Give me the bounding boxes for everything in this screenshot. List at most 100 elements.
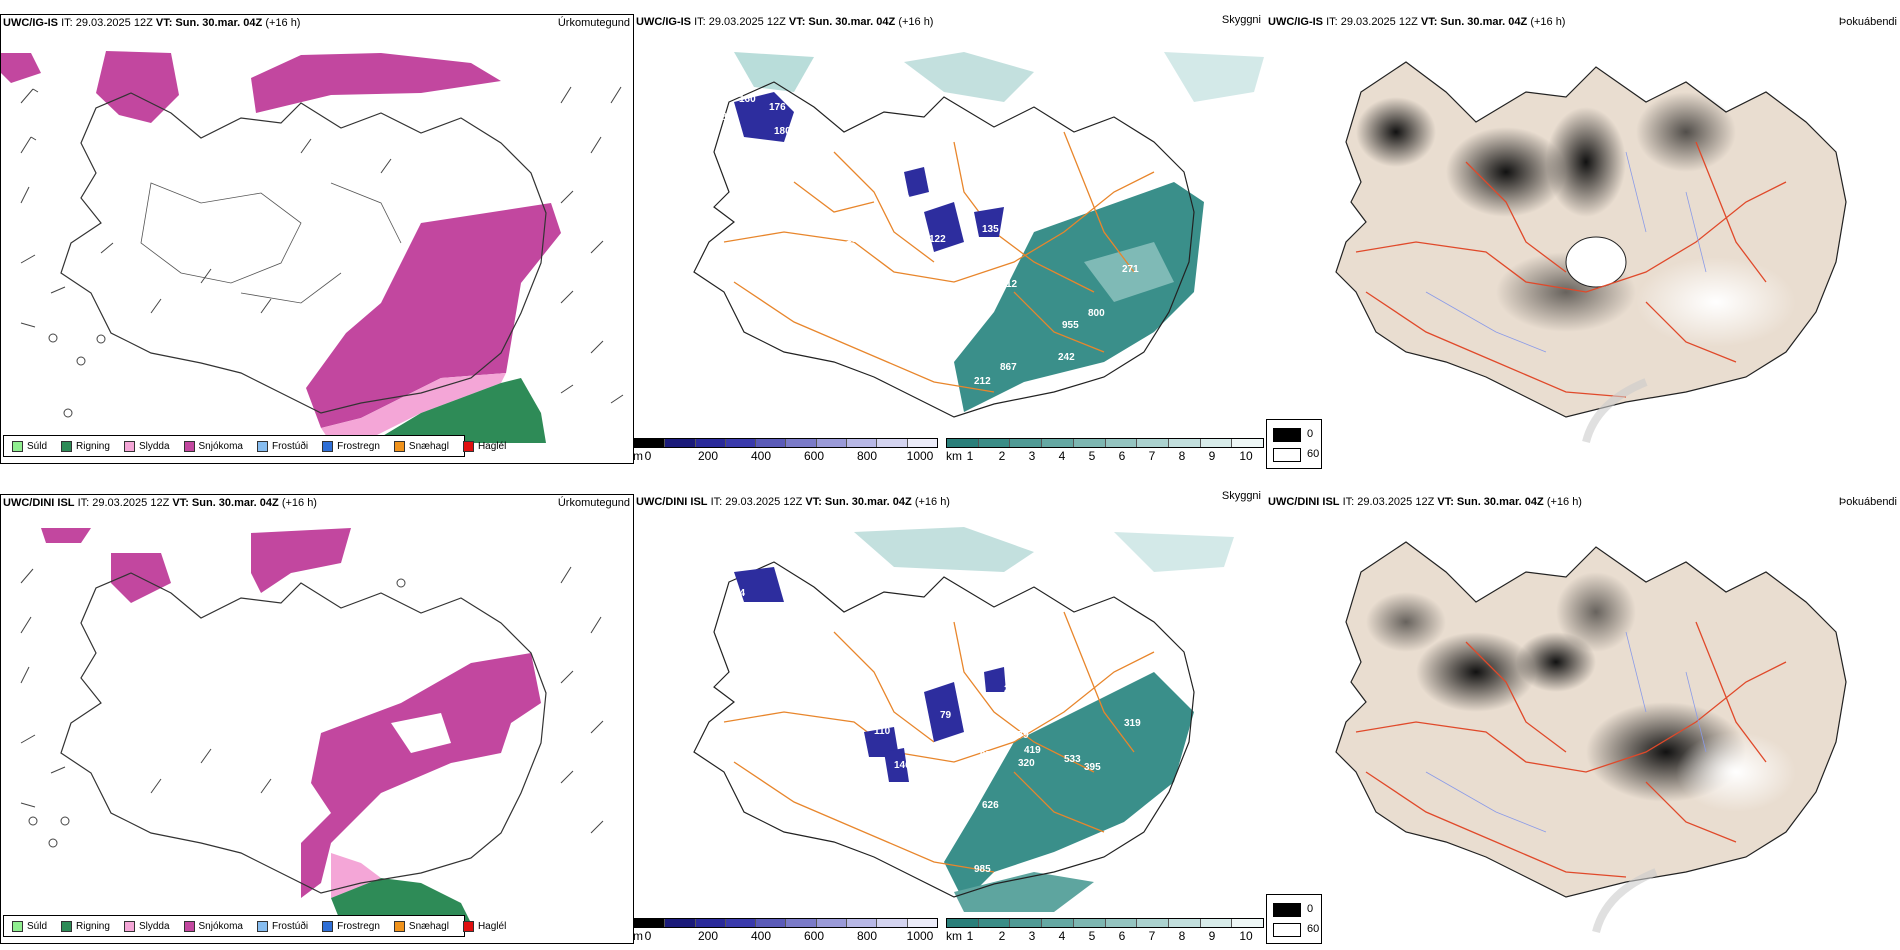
roads [1355, 621, 1787, 878]
visibility-tick: 8 [1178, 929, 1186, 943]
ceiling-labels: 283 196 14 119 214 79 110 602 160 279 41… [734, 570, 1141, 875]
panel-title: UWC/IG-IS IT: 29.03.2025 12Z VT: Sun. 30… [3, 17, 301, 29]
fog-map [1335, 541, 1847, 934]
visibility-colorbar: km 1 2 3 4 5 6 7 8 9 10 [946, 918, 1264, 944]
panel-title: UWC/IG-IS IT: 29.03.2025 12Z VT: Sun. 30… [636, 16, 934, 28]
swatch [256, 440, 268, 452]
legend-item-hagel: Haglél [462, 440, 506, 452]
swatch [61, 920, 73, 932]
visibility-tick: 4 [1058, 929, 1066, 943]
fog-low-label: 60 [1307, 923, 1320, 935]
ceiling-tick: 200 [697, 929, 719, 943]
ceiling-tick: 1000 [906, 449, 934, 463]
fog-low-swatch [1273, 448, 1301, 462]
visibility-tick: 3 [1028, 929, 1036, 943]
swatch [183, 440, 195, 452]
ceiling-tick: 600 [803, 929, 825, 943]
ceiling-unit: m [633, 449, 643, 463]
swatch [256, 920, 268, 932]
ceiling-label: 160 [739, 94, 756, 105]
fog-label: Þokuábendi [1838, 16, 1897, 28]
ceiling-label: 10 [946, 419, 958, 430]
precip-type-label: Úrkomutegund [557, 17, 630, 29]
ceiling-label: 79 [940, 710, 952, 721]
ceiling-tick: 800 [856, 449, 878, 463]
ceiling-label: 985 [974, 864, 991, 875]
precip-type-panel-bottom: UWC/DINI ISL IT: 29.03.2025 12Z VT: Sun.… [0, 494, 634, 944]
ceiling-label: 283 [874, 602, 891, 613]
ceiling-label: 630 [904, 314, 921, 325]
legend-item-snaehagl: Snæhagl [393, 440, 449, 452]
ceiling-label: 66 [934, 294, 946, 305]
wind-barbs [20, 566, 604, 834]
ceiling-label: 299 [952, 814, 969, 825]
fog-panel-bottom: UWC/DINI ISL IT: 29.03.2025 12Z VT: Sun.… [1266, 494, 1900, 944]
roads [723, 611, 1155, 873]
iceland-outline [693, 561, 1195, 898]
rain-area [371, 378, 546, 443]
ceiling-label: 176 [769, 102, 786, 113]
swatch [12, 440, 23, 452]
visibility-label: Skyggni [1221, 14, 1261, 26]
legend-item-frostudi: Frostúði [256, 440, 308, 452]
ceiling-label: 180 [774, 126, 791, 137]
ceiling-label: 188 [716, 112, 733, 123]
fog-high-swatch [1273, 903, 1301, 917]
ceiling-label: 800 [1088, 308, 1105, 319]
sleet-area [321, 373, 506, 443]
visibility-tick: 6 [1118, 929, 1126, 943]
visibility-color-row [946, 918, 1264, 928]
ceiling-label: 279 [1012, 730, 1029, 741]
swatch [393, 920, 405, 932]
visibility-tick: 5 [1088, 929, 1096, 943]
rain-area [331, 878, 471, 923]
ceiling-tick: 200 [697, 449, 719, 463]
precip-type-label: Úrkomutegund [557, 497, 630, 509]
legend-item-hagel: Haglél [462, 920, 506, 932]
ceiling-label: 29 [1076, 104, 1088, 115]
ceiling-label: 405 [934, 838, 951, 849]
ceiling-label: 196 [802, 628, 819, 639]
ceiling-tick: 1000 [906, 929, 934, 943]
ceiling-color-row [634, 438, 938, 448]
ceiling-label: 955 [1062, 320, 1079, 331]
visibility-tick: 4 [1058, 449, 1066, 463]
ceiling-label: 242 [1058, 352, 1075, 363]
visibility-tick: 7 [1148, 449, 1156, 463]
precip-type-map [1, 51, 624, 443]
snow-area [301, 653, 541, 898]
fog-label: Þokuábendi [1838, 496, 1897, 508]
visibility-tick: 3 [1028, 449, 1036, 463]
visibility-tick: 2 [998, 449, 1006, 463]
wind-barbs [20, 86, 624, 404]
legend-item-sudl: Súld [12, 920, 47, 932]
legend-item-frostudi: Frostúði [256, 920, 308, 932]
visibility-label: Skyggni [1221, 490, 1261, 502]
snow-area [41, 528, 91, 543]
visibility-tick: 9 [1208, 449, 1216, 463]
panel-title: UWC/DINI ISL IT: 29.03.2025 12Z VT: Sun.… [636, 496, 950, 508]
precip-type-panel-top: UWC/IG-IS IT: 29.03.2025 12Z VT: Sun. 30… [0, 14, 634, 464]
legend-item-frostregn: Frostregn [322, 440, 380, 452]
visibility-tick: 7 [1148, 929, 1156, 943]
swatch [61, 440, 73, 452]
visibility-panel-top: UWC/IG-IS IT: 29.03.2025 12Z VT: Sun. 30… [633, 14, 1264, 464]
ceiling-label: 317 [1076, 570, 1093, 581]
ceiling-label: 214 [1004, 684, 1021, 695]
fog-high-label: 0 [1307, 903, 1314, 915]
snow-area [251, 528, 351, 593]
ceiling-label: 122 [929, 234, 946, 245]
fog-high-swatch [1273, 428, 1301, 442]
swatch [322, 440, 334, 452]
snow-area [306, 203, 561, 428]
ceiling-label: 160 [982, 720, 999, 731]
snow-area [96, 51, 179, 123]
fog-low-swatch [1273, 923, 1301, 937]
fog-legend: 0 60 [1266, 419, 1322, 469]
legend-item-sudl: Súld [12, 440, 47, 452]
iceland-outline [60, 572, 547, 894]
ceiling-label: 15 [972, 254, 984, 265]
ceiling-label: 288 [724, 126, 741, 137]
panel-title: UWC/DINI ISL IT: 29.03.2025 12Z VT: Sun.… [3, 497, 317, 509]
ceiling-label: 320 [1018, 758, 1035, 769]
